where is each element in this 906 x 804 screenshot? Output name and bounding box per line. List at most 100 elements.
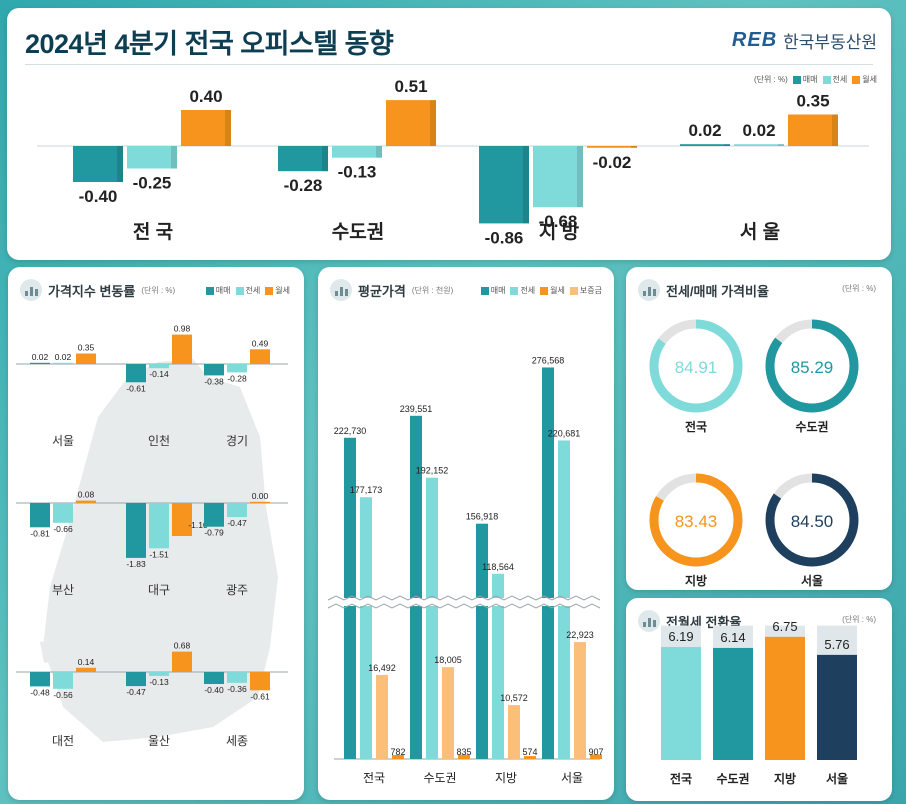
top-bar-label: -0.28 <box>284 176 323 195</box>
top-category-label: 전 국 <box>133 221 173 243</box>
avg-price-value-label: 222,730 <box>334 426 367 436</box>
avg-price-bar <box>492 573 504 759</box>
price-index-bar <box>126 672 146 687</box>
avg-price-value-label: 118,564 <box>482 562 514 572</box>
avg-price-bar <box>524 756 536 759</box>
price-index-value-label: -0.28 <box>227 373 247 383</box>
avg-price-chart: 222,730 177,173 16,492 782 전국 239,551 192,152 1… <box>327 355 604 785</box>
top-bar <box>587 146 637 148</box>
ratio-header: 전세/매매 가격비율 <box>638 279 769 301</box>
price-index-bar <box>149 503 169 549</box>
price-index-value-label: -0.48 <box>30 687 50 697</box>
price-index-unit: (단위 : %) <box>141 285 176 295</box>
legend-sale: 매매 <box>205 285 231 296</box>
price-index-bar <box>53 362 73 364</box>
top-bar-label: -0.25 <box>133 174 172 193</box>
conversion-value-label: 5.76 <box>824 637 849 652</box>
price-index-value-label: -1.51 <box>149 549 169 559</box>
top-bar-label: 0.02 <box>742 121 775 140</box>
top-bar <box>788 114 838 146</box>
korea-island-shape <box>40 639 64 663</box>
price-index-bar <box>204 364 224 376</box>
bar-chart-icon <box>330 279 352 301</box>
avg-price-category-label: 지방 <box>495 771 517 785</box>
price-index-region-label: 인천 <box>148 433 170 448</box>
price-index-value-label: 0.49 <box>252 338 269 348</box>
avg-price-value-label: 782 <box>390 747 405 757</box>
price-index-bar <box>76 500 96 503</box>
ratio-ring-value <box>765 319 859 413</box>
conversion-unit: (단위 : %) <box>842 615 876 624</box>
avg-price-bar <box>360 497 372 759</box>
top-bar-label: 0.35 <box>796 92 829 111</box>
price-index-value-label: 0.98 <box>174 324 191 334</box>
price-index-bar <box>250 672 270 691</box>
top-bar <box>680 144 730 146</box>
conversion-bar-chart: 6.19 전국 6.14 수도권 6.75 지방 5.76 서울 <box>661 619 857 786</box>
avg-price-value-label: 18,005 <box>434 655 462 665</box>
ratio-ring-value <box>649 473 743 567</box>
page-title: 2024년 4분기 전국 오피스텔 동향 <box>25 29 394 59</box>
price-index-region-label: 경기 <box>226 434 248 448</box>
legend-wolse: 월세 <box>540 285 565 296</box>
conversion-value-label: 6.75 <box>772 619 797 634</box>
top-bar <box>73 146 123 182</box>
price-index-value-label: -0.38 <box>204 376 224 386</box>
top-legend-unit: (단위 : %) <box>753 75 788 84</box>
price-index-card: 가격지수 변동률 (단위 : %) 매매 전세 월세 0.02 0.02 0.35 서… <box>8 267 304 800</box>
price-index-value-label: -0.36 <box>227 684 247 694</box>
conversion-category-label: 지방 <box>774 771 796 786</box>
ratio-ring-value <box>765 473 859 567</box>
avg-price-value-label: 22,923 <box>566 630 594 640</box>
top-bar-label: -0.68 <box>539 212 578 231</box>
price-index-bar <box>76 353 96 364</box>
legend-deposit: 보증금 <box>569 285 602 296</box>
top-bar-shade <box>577 146 583 208</box>
price-index-bar <box>250 501 270 503</box>
conversion-category-label: 수도권 <box>716 772 749 786</box>
price-index-bar <box>172 651 192 672</box>
price-index-value-label: -0.47 <box>227 518 247 528</box>
top-bar-label: -0.13 <box>338 163 377 182</box>
price-index-value-label: -0.79 <box>204 528 224 538</box>
ratio-donut-charts: 84.91 전국 85.29 수도권 83.43 지방 84.50 서울 <box>649 319 859 588</box>
price-index-value-label: -0.66 <box>53 524 73 534</box>
price-index-value-label: 0.08 <box>78 490 95 500</box>
ratio-title: 전세/매매 가격비율 <box>666 283 769 299</box>
top-bar <box>127 146 177 169</box>
conversion-bar <box>765 636 805 760</box>
price-index-bar <box>126 503 146 558</box>
top-bar-shade <box>430 100 436 146</box>
price-index-value-label: -1.10 <box>188 520 208 530</box>
price-index-value-label: -0.81 <box>30 528 50 538</box>
avg-price-bar <box>508 705 520 759</box>
avg-price-unit: (단위 : 천원) <box>411 285 454 295</box>
price-index-bar <box>250 349 270 364</box>
avg-price-legend: 매매 전세 월세 보증금 <box>480 285 602 296</box>
avg-price-category-label: 서울 <box>561 771 583 785</box>
price-index-bar <box>149 672 169 676</box>
price-index-bar <box>53 503 73 523</box>
price-index-region-label: 광주 <box>226 583 248 597</box>
brand-logo: REB <box>731 29 778 51</box>
bar-chart-icon <box>20 279 42 301</box>
legend-sale: 매매 <box>480 285 505 296</box>
avg-price-value-label: 177,173 <box>350 485 383 495</box>
price-index-bar <box>149 364 169 369</box>
ratio-unit: (단위 : %) <box>842 284 876 293</box>
avg-price-bar <box>442 667 454 759</box>
price-index-legend: 매매 전세 월세 <box>205 285 290 296</box>
avg-price-card: 평균가격 (단위 : 천원) 매매 전세 월세 보증금 222,730 177,1… <box>318 267 614 800</box>
price-index-region-label: 세종 <box>226 734 248 748</box>
price-index-bar <box>204 672 224 684</box>
top-bar <box>734 144 784 146</box>
legend-jeonse: 전세 <box>235 285 260 296</box>
avg-price-category-label: 전국 <box>363 771 385 785</box>
top-bar-label: 0.40 <box>189 87 222 106</box>
title-divider <box>25 64 873 65</box>
conversion-value-label: 6.19 <box>668 629 693 644</box>
ratio-value-label: 84.91 <box>675 358 718 377</box>
top-bar-shade <box>376 146 382 158</box>
